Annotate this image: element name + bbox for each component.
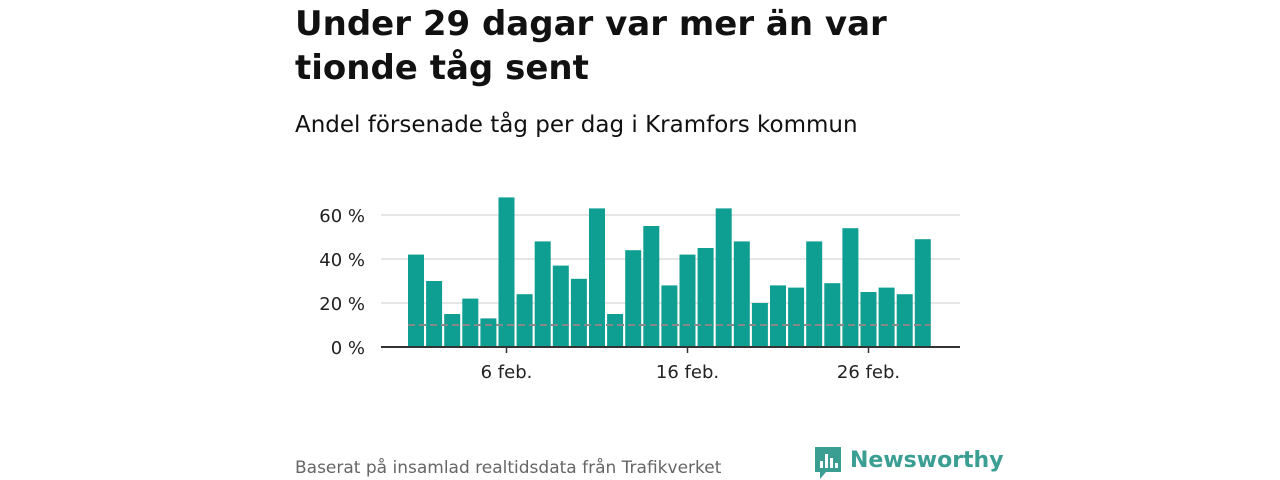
bar: [860, 292, 877, 347]
bar: [715, 208, 732, 347]
y-tick-label: 40 %: [319, 250, 365, 271]
x-axis-ticks: 6 feb. 16 feb. 26 feb.: [481, 347, 900, 383]
bar: [896, 294, 913, 347]
y-tick-label: 60 %: [319, 206, 365, 227]
bar-chart: 0 % 20 % 40 % 60 % 6 feb. 16 feb. 26 feb.: [319, 197, 960, 383]
x-tick-label: 26 feb.: [837, 362, 900, 383]
source-note: Baserat på insamlad realtidsdata från Tr…: [295, 458, 722, 478]
bar: [643, 226, 660, 347]
bar: [679, 254, 696, 347]
chart-subtitle: Andel försenade tåg per dag i Kramfors k…: [295, 112, 858, 138]
bar: [426, 281, 443, 347]
bar: [697, 248, 714, 347]
newsworthy-speech-bubble-bar-chart-icon: [815, 447, 841, 479]
bar: [516, 294, 533, 347]
y-axis-tick-labels: 0 % 20 % 40 % 60 %: [319, 206, 365, 359]
bar: [842, 228, 859, 347]
y-tick-label: 20 %: [319, 294, 365, 315]
bar: [607, 314, 624, 347]
bar: [878, 287, 895, 347]
bar: [480, 318, 497, 347]
bar: [806, 241, 823, 347]
bar: [733, 241, 750, 347]
bar: [751, 303, 768, 347]
bar: [824, 283, 841, 347]
chart-card: Under 29 dagar var mer än var tionde tåg…: [295, 0, 1004, 480]
bar: [770, 285, 786, 347]
bar: [661, 285, 678, 347]
bars: [408, 197, 931, 347]
bar: [444, 314, 461, 347]
bar: [788, 287, 805, 347]
bar: [589, 208, 605, 347]
chart-title: Under 29 dagar var mer än var tionde tåg…: [295, 4, 887, 88]
bar: [534, 241, 551, 347]
bar: [914, 239, 931, 347]
x-tick-label: 6 feb.: [481, 362, 533, 383]
bar: [462, 298, 479, 347]
bar: [625, 250, 642, 347]
bar: [498, 197, 515, 347]
bar: [552, 265, 569, 347]
brand-name: Newsworthy: [850, 448, 1004, 473]
y-tick-label: 0 %: [331, 338, 365, 359]
bar: [408, 254, 424, 347]
brand-logo-group[interactable]: Newsworthy: [814, 446, 1004, 480]
bar: [570, 278, 587, 347]
x-tick-label: 16 feb.: [656, 362, 719, 383]
